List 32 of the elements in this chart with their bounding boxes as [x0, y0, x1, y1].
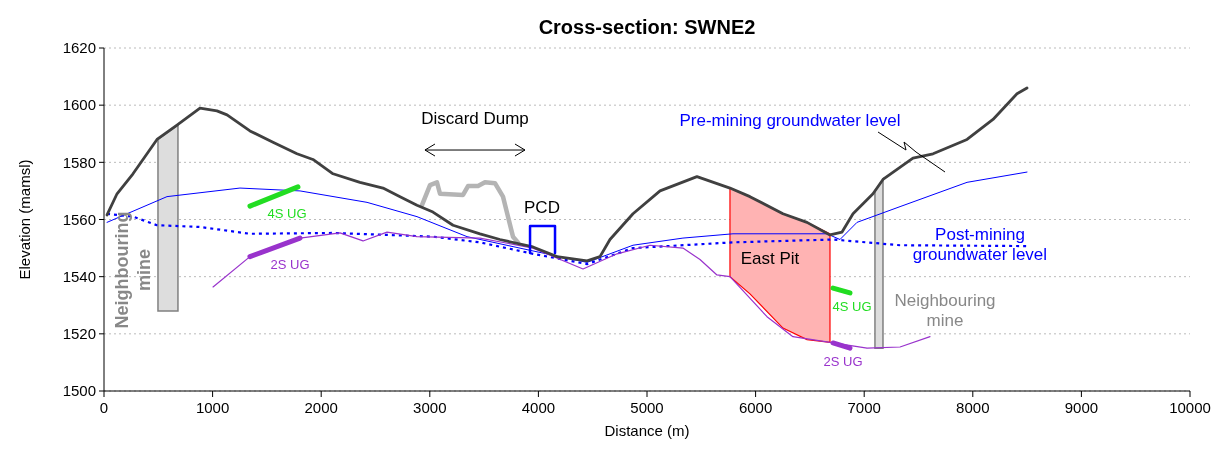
x-tick-label: 6000	[738, 399, 773, 416]
chart-title: Cross-section: SWNE2	[538, 16, 756, 38]
annotation: 2S UG	[823, 353, 863, 369]
x-tick-label: 1000	[195, 399, 230, 416]
x-tick-label: 5000	[630, 399, 664, 416]
y-tick-label: 1560	[62, 210, 96, 228]
annotation: Discard Dump	[421, 108, 529, 128]
y-tick-label: 1520	[62, 325, 96, 343]
x-tick-label: 7000	[847, 399, 881, 416]
x-tick-label: 0	[99, 399, 109, 416]
annotation: 4S UG	[267, 206, 307, 222]
annotation: PCD	[524, 197, 560, 217]
y-tick-label: 1620	[62, 39, 96, 57]
annotation: East Pit	[740, 249, 800, 269]
y-tick-label: 1600	[62, 96, 96, 114]
x-axis-title: Distance (m)	[604, 422, 690, 439]
annotation: Post-mining groundwater level	[912, 224, 1048, 265]
x-tick-label: 3000	[413, 399, 447, 416]
x-tick-label: 10000	[1169, 399, 1211, 416]
y-tick-label: 1580	[62, 153, 96, 171]
annotation: Neighbouring mine	[894, 290, 996, 331]
y-tick-label: 1540	[62, 267, 96, 285]
x-tick-label: 4000	[521, 399, 556, 416]
annotation: 2S UG	[270, 256, 310, 272]
x-tick-label: 9000	[1064, 399, 1099, 416]
y-tick-label: 1500	[62, 382, 96, 400]
y-axis-title: Elevation (mamsl)	[16, 159, 33, 280]
annotation: 4S UG	[832, 298, 872, 314]
x-tick-label: 2000	[304, 399, 338, 416]
annotation: Neighbouring mine	[112, 211, 155, 329]
x-tick-label: 8000	[956, 399, 990, 416]
annotation: Pre-mining groundwater level	[679, 110, 901, 130]
